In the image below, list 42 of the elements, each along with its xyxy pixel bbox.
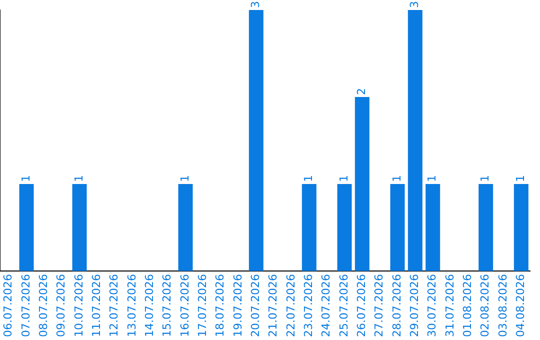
x-tick-label: 10.07.2026: [72, 274, 86, 338]
x-tick-label: 31.07.2026: [443, 274, 456, 338]
data-label: 1: [302, 175, 316, 182]
x-tick-label: 24.07.2026: [320, 274, 333, 338]
x-tick-label: 20.07.2026: [249, 274, 262, 338]
data-label: 1: [478, 175, 492, 182]
x-tick-label: 03.08.2026: [496, 274, 510, 338]
x-tick-label: 11.07.2026: [90, 274, 104, 338]
x-tick-label: 25.07.2026: [337, 274, 350, 338]
data-label: 2: [355, 88, 368, 96]
data-label: 1: [178, 175, 192, 182]
x-tick-label: 21.07.2026: [266, 274, 280, 338]
x-tick-label: 13.07.2026: [125, 274, 138, 338]
data-label: 1: [72, 175, 86, 182]
data-label: 1: [19, 175, 32, 182]
x-tick-label: 02.08.2026: [478, 274, 492, 338]
x-tick-label: 22.07.2026: [284, 274, 298, 338]
x-tick-label: 14.07.2026: [143, 274, 156, 338]
data-label: 3: [408, 1, 422, 8]
x-tick-label: 19.07.2026: [231, 274, 244, 338]
x-tick-label: 09.07.2026: [54, 274, 68, 338]
x-tick-label: 18.07.2026: [214, 274, 227, 338]
x-tick-label: 06.07.2026: [2, 274, 15, 338]
data-label: 1: [426, 175, 439, 182]
x-tick-label: 29.07.2026: [408, 274, 422, 338]
x-tick-label: 01.08.2026: [461, 274, 474, 338]
data-label: 1: [390, 175, 404, 182]
x-tick-label: 15.07.2026: [160, 274, 174, 338]
x-tick-label: 17.07.2026: [196, 274, 210, 338]
data-label: 3: [249, 1, 262, 8]
x-tick-label: 30.07.2026: [426, 274, 439, 338]
x-tick-label: 23.07.2026: [302, 274, 316, 338]
x-tick-label: 12.07.2026: [108, 274, 121, 338]
x-tick-label: 27.07.2026: [372, 274, 386, 338]
x-tick-label: 16.07.2026: [178, 274, 192, 338]
x-tick-label: 08.07.2026: [37, 274, 50, 338]
data-label: 1: [337, 175, 350, 182]
data-label: 1: [514, 175, 528, 182]
x-tick-label: 07.07.2026: [19, 274, 32, 338]
x-tick-label: 04.08.2026: [514, 274, 528, 338]
x-tick-label: 28.07.2026: [390, 274, 404, 338]
x-tick-label: 26.07.2026: [355, 274, 368, 338]
